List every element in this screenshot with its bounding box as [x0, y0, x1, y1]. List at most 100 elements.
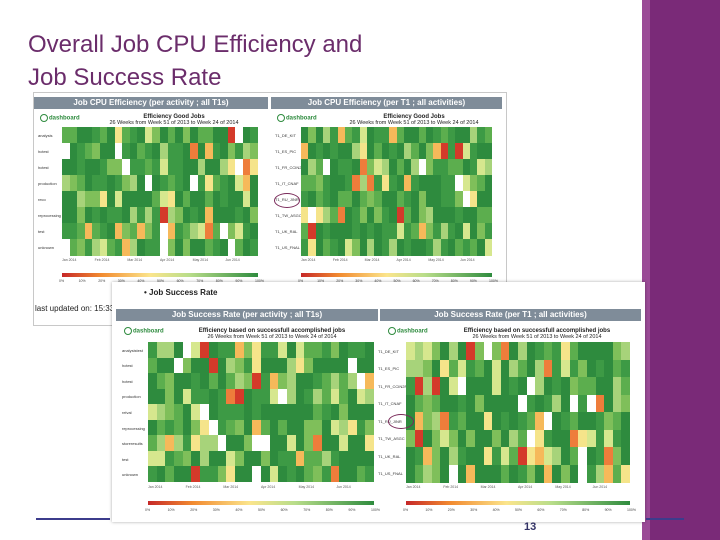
- heatmap-cell: [129, 207, 138, 224]
- heatmap-cell: [462, 159, 471, 176]
- heatmap-cell: [586, 412, 597, 430]
- heatmap-cell: [418, 127, 427, 144]
- heatmap-cell: [406, 394, 416, 413]
- heatmap-cell: [500, 394, 510, 413]
- heatmap-cell: [604, 342, 614, 360]
- chart-subtitle: 26 Weeks from Week 51 of 2013 to Week 24…: [207, 334, 337, 340]
- heatmap-cell: [337, 207, 346, 224]
- tab-cpu-efficiency-per-t1[interactable]: Job CPU Efficiency (per T1 ; all activit…: [271, 97, 502, 109]
- heatmap-cell: [114, 143, 123, 160]
- heatmap-cell: [107, 191, 116, 208]
- heatmap-cell: [129, 223, 138, 240]
- heatmap-cell: [440, 429, 450, 448]
- tab-cpu-efficiency-per-activity[interactable]: Job CPU Efficiency (per activity ; all T…: [34, 97, 268, 109]
- color-scale-label: 70%: [431, 279, 439, 283]
- heatmap-cell: [156, 435, 166, 452]
- heatmap-cell: [243, 357, 253, 374]
- heatmap-cell: [356, 419, 366, 436]
- heatmap-cell: [403, 143, 412, 160]
- heatmap-cell: [165, 466, 175, 483]
- heatmap-cell: [406, 447, 416, 465]
- heatmap-cell: [174, 435, 184, 452]
- heatmap-row-label: unknown: [38, 245, 55, 250]
- heatmap-cell: [278, 466, 288, 483]
- heatmap-cell: [313, 419, 323, 436]
- heatmap-cell: [457, 429, 467, 448]
- heatmap-cell: [440, 377, 450, 395]
- heatmap-cell: [191, 342, 201, 359]
- heatmap-cell: [167, 175, 176, 192]
- heatmap-cell: [269, 450, 279, 467]
- tab-job-success-per-t1[interactable]: Job Success Rate (per T1 ; all activitie…: [380, 309, 641, 321]
- heatmap-cell: [304, 450, 314, 467]
- heatmap-cell: [345, 175, 353, 192]
- heatmap-cell: [212, 159, 221, 176]
- heatmap-cell: [165, 404, 175, 421]
- heatmap-cell: [433, 159, 442, 176]
- heatmap-cell: [167, 191, 176, 208]
- heatmap-cell: [403, 175, 412, 192]
- heatmap-cell: [578, 394, 588, 413]
- heatmap-cell: [561, 412, 571, 430]
- heatmap-cell: [69, 143, 78, 160]
- heatmap-cell: [313, 466, 323, 483]
- heatmap-cell: [347, 373, 358, 390]
- heatmap-tick-label: Apr 2014: [160, 258, 175, 262]
- heatmap-cell: [226, 435, 236, 452]
- highlight-circle: [274, 193, 300, 208]
- job-success-bullet-text: Job Success Rate: [149, 288, 218, 297]
- heatmap-row-label: reco: [38, 197, 46, 202]
- heatmap-cell: [509, 359, 519, 378]
- heatmap-cell: [62, 191, 71, 208]
- heatmap-cell: [92, 127, 101, 144]
- heatmap-cell: [477, 159, 486, 176]
- heatmap-cell: [352, 207, 361, 224]
- heatmap-row-label: analysis: [38, 133, 53, 138]
- heatmap-cell: [469, 175, 478, 192]
- heatmap-cell: [492, 377, 502, 395]
- heatmap-cell: [561, 429, 571, 448]
- heatmap-cell: [604, 377, 614, 395]
- heatmap-cell: [235, 127, 244, 144]
- heatmap-cell: [425, 223, 434, 240]
- heatmap-cell: [526, 342, 536, 360]
- heatmap-cell: [352, 143, 361, 160]
- heatmap-tick-label: Apr 2014: [518, 485, 533, 489]
- heatmap-cell: [381, 143, 390, 160]
- heatmap-cell: [367, 175, 375, 192]
- heatmap-cell: [212, 175, 221, 192]
- heatmap-cell: [252, 435, 262, 452]
- heatmap-cell: [621, 447, 631, 465]
- heatmap-row-label: T1_IT_CNAF: [275, 181, 299, 186]
- heatmap-cell: [205, 239, 214, 256]
- heatmap-cell: [469, 159, 478, 176]
- heatmap-cell: [339, 435, 349, 452]
- heatmap-cell: [152, 143, 161, 160]
- heatmap-cell: [330, 127, 339, 144]
- heatmap-cell: [323, 207, 331, 224]
- heatmap-cell: [433, 223, 442, 240]
- heatmap-cell: [301, 159, 309, 176]
- accent-line-right: [646, 518, 684, 520]
- color-scale-label: 60%: [280, 508, 288, 512]
- heatmap-cell: [367, 159, 375, 176]
- heatmap-cell: [234, 388, 245, 405]
- heatmap-cell: [167, 127, 176, 144]
- heatmap-cell: [167, 207, 176, 224]
- heatmap-cell: [92, 159, 101, 176]
- heatmap-cell: [411, 143, 420, 160]
- chart-heading: Efficiency Good Jobs 26 Weeks from Week …: [334, 114, 494, 126]
- heatmap-cell: [250, 223, 259, 240]
- heatmap-cell: [356, 450, 366, 467]
- heatmap-cell: [243, 419, 253, 436]
- heatmap-cell: [313, 450, 323, 467]
- heatmap-cell: [500, 377, 510, 395]
- heatmap-row-label: relval: [122, 410, 132, 415]
- heatmap-cell: [425, 191, 434, 208]
- heatmap-cell: [367, 191, 375, 208]
- heatmap-cell: [595, 429, 605, 448]
- heatmap-cell: [483, 342, 493, 360]
- tab-job-success-per-activity[interactable]: Job Success Rate (per activity ; all T1s…: [116, 309, 378, 321]
- heatmap-cell: [492, 394, 502, 413]
- heatmap-cell: [165, 419, 175, 436]
